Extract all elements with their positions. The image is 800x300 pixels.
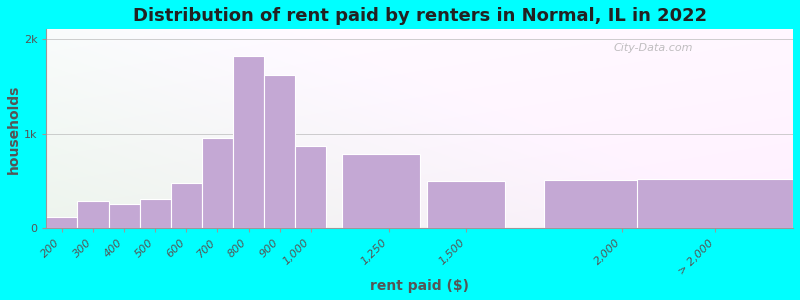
Bar bbox=[427, 181, 506, 228]
Title: Distribution of rent paid by renters in Normal, IL in 2022: Distribution of rent paid by renters in … bbox=[133, 7, 706, 25]
Text: City-Data.com: City-Data.com bbox=[614, 43, 694, 53]
Bar bbox=[109, 204, 140, 228]
Bar bbox=[295, 146, 326, 228]
Bar bbox=[233, 56, 264, 228]
Bar bbox=[544, 180, 700, 228]
Bar bbox=[202, 138, 233, 228]
Bar bbox=[140, 199, 171, 228]
Bar bbox=[46, 217, 78, 228]
Bar bbox=[171, 183, 202, 228]
Y-axis label: households: households bbox=[7, 84, 21, 174]
Bar bbox=[638, 179, 793, 228]
Bar bbox=[78, 201, 109, 228]
Bar bbox=[342, 154, 420, 228]
Bar bbox=[264, 75, 295, 228]
X-axis label: rent paid ($): rent paid ($) bbox=[370, 279, 470, 293]
